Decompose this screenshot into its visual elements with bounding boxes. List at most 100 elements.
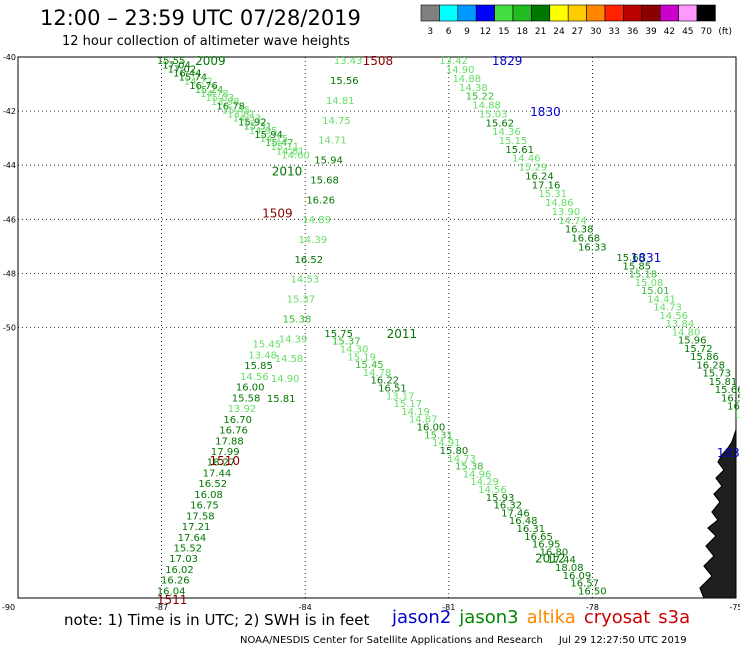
- credit-timestamp: Jul 29 12:27:50 UTC 2019: [558, 635, 687, 646]
- wave-height-label: 14.53: [291, 275, 320, 286]
- wave-height-label: 14.46: [512, 154, 541, 165]
- color-scale-label: 12: [480, 27, 491, 37]
- y-tick-label: -40: [3, 53, 16, 62]
- wave-height-label: 14.30: [340, 345, 369, 356]
- wave-height-label: 16.22: [370, 376, 399, 387]
- wave-height-label: 16.51: [378, 384, 407, 395]
- wave-height-label: 15.94: [254, 130, 283, 141]
- track-label: 1508: [363, 54, 394, 68]
- wave-height-label: 16.50: [578, 586, 607, 597]
- wave-height-label: 15.68: [310, 175, 339, 186]
- wave-height-label: 15.11: [270, 142, 299, 153]
- wave-height-label: 17.44: [547, 555, 576, 566]
- wave-height-label: 15.85: [244, 361, 273, 372]
- track-label: 2009: [195, 54, 226, 68]
- wave-height-label: 18.27: [207, 458, 236, 469]
- wave-height-label: 16.04: [157, 586, 186, 597]
- wave-height-label: 14.56: [478, 485, 507, 496]
- wave-height-label: 16.57: [570, 579, 599, 590]
- wave-height-label: 16.26: [306, 195, 335, 206]
- wave-height-label: 17.99: [211, 447, 240, 458]
- wave-height-label: 15.29: [519, 163, 548, 174]
- legend-altika: altika: [526, 607, 576, 628]
- track-label: 1829: [492, 54, 523, 68]
- wave-height-label: 14.90: [271, 374, 300, 385]
- wave-height-label: 14.36: [492, 127, 521, 138]
- wave-height-label: 16.28: [696, 360, 725, 371]
- wave-height-label: 15.22: [466, 92, 495, 103]
- wave-height-label: 15.17: [394, 399, 423, 410]
- wave-height-label: 16.48: [509, 516, 538, 527]
- footnote: note: 1) Time is in UTC; 2) SWH is in fe…: [64, 611, 370, 629]
- x-tick-label: -84: [299, 603, 312, 612]
- wave-height-label: 15.92: [238, 118, 267, 129]
- wave-height-label: 16.76: [189, 81, 218, 92]
- color-scale-label: 6: [446, 27, 452, 37]
- wave-height-label: 14.41: [647, 294, 676, 305]
- wave-height-label: 16.68: [571, 233, 600, 244]
- satellite-legend: jason2 jason3 altika cryosat s3a: [392, 607, 698, 628]
- wave-height-label: 14.73: [653, 303, 682, 314]
- wave-height-label: 16.00: [417, 423, 446, 434]
- wave-height-label: 13.98: [211, 97, 240, 108]
- color-scale-label: 9: [464, 27, 470, 37]
- wave-height-label: 15.45: [222, 105, 251, 116]
- wave-height-label: 17.02: [168, 64, 197, 75]
- wave-height-label: 16.52: [295, 255, 324, 266]
- wave-height-label: 17.04: [162, 60, 191, 71]
- wave-height-label: 14.75: [322, 116, 351, 127]
- legend-s3a: s3a: [658, 607, 691, 628]
- wave-height-label: 15.66: [715, 385, 740, 396]
- wave-height-label: 15.80: [440, 446, 469, 457]
- wave-height-label: 14.19: [401, 407, 430, 418]
- wave-height-label: 17.03: [169, 554, 198, 565]
- data-points: 15.5517.0417.0216.4415.7414.7216.7615.24…: [157, 56, 740, 597]
- wave-height-label: 14.91: [432, 438, 461, 449]
- wave-height-label: 14.71: [318, 136, 347, 147]
- wave-height-label: 17.58: [186, 511, 215, 522]
- wave-height-label: 14.56: [240, 372, 269, 383]
- wave-height-label: 14.29: [470, 477, 499, 488]
- wave-height-label: 16.95: [532, 540, 561, 551]
- wave-height-label: 16.75: [190, 501, 219, 512]
- wave-height-label: 17.44: [203, 468, 232, 479]
- wave-height-label: 14.80: [672, 327, 701, 338]
- wave-height-label: 15.38: [283, 314, 312, 325]
- wave-height-label: 16.52: [198, 479, 227, 490]
- wave-height-label: 15.93: [486, 493, 515, 504]
- track-label: 2010: [272, 165, 303, 179]
- x-tick-label: -87: [155, 603, 168, 612]
- corner-tick-label: -90: [2, 603, 15, 612]
- wave-height-label: 15.58: [232, 393, 261, 404]
- wave-height-label: 15.61: [505, 145, 534, 156]
- wave-height-label: 16.02: [165, 565, 194, 576]
- wave-height-label: 16.53: [721, 393, 740, 404]
- wave-height-label: 15.38: [455, 462, 484, 473]
- wave-height-label: 17.88: [215, 436, 244, 447]
- wave-height-label: 14.87: [409, 415, 438, 426]
- wave-height-label: 13.43: [334, 56, 363, 67]
- wave-height-label: 16.09: [563, 571, 592, 582]
- color-scale-label: 33: [608, 27, 619, 37]
- track-label: 2012: [535, 551, 566, 565]
- wave-height-label: 16.26: [161, 576, 190, 587]
- land-mass: [700, 430, 736, 598]
- wave-height-label: 13.42: [439, 56, 468, 67]
- wave-height-label: 15.18: [629, 270, 658, 281]
- wave-height-label: 17.16: [532, 180, 561, 191]
- color-scale-label: 3: [427, 27, 433, 37]
- color-scale-label: 36: [627, 27, 639, 37]
- wave-height-label: 15.31: [424, 430, 453, 441]
- wave-height-label: 15.31: [538, 189, 567, 200]
- wave-height-label: 15.15: [499, 136, 528, 147]
- wave-height-label: 17.46: [501, 508, 530, 519]
- plot-frame: [17, 56, 737, 599]
- color-scale-label: 45: [682, 27, 693, 37]
- wave-height-label: 15.08: [635, 278, 664, 289]
- wave-height-label: 16.80: [540, 547, 569, 558]
- color-scale-label: 30: [590, 27, 602, 37]
- wave-height-label: 13.90: [552, 207, 581, 218]
- color-scale-legend: 3 6 9 12 15 18 21 24 27 30 33 36 39 42 45 70 (ft): [420, 4, 732, 37]
- wave-height-label: 17.64: [178, 533, 207, 544]
